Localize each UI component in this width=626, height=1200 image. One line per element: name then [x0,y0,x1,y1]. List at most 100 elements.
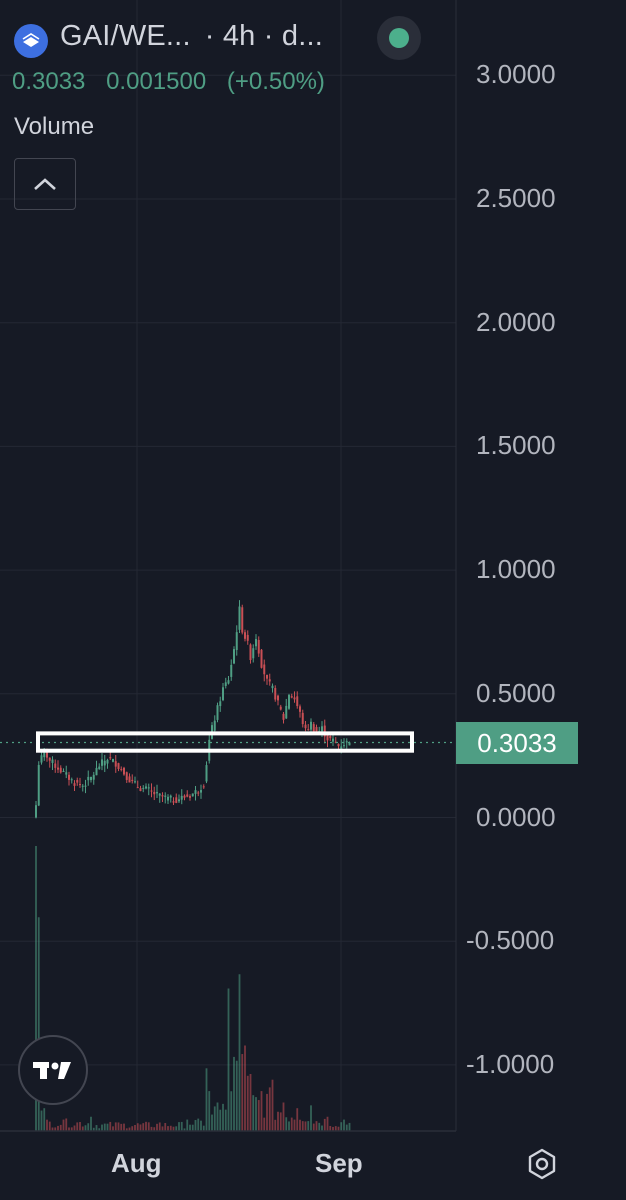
candle-body [227,680,230,684]
volume-bar [142,1123,145,1131]
collapse-legend-button[interactable] [14,158,76,210]
candle-body [106,759,109,764]
candle-body [213,720,216,731]
candle-body [343,745,345,747]
symbol-title[interactable]: GAI/WE... · 4h · d... [60,20,323,52]
volume-bar [57,1125,59,1131]
candle-body [290,696,293,698]
candle-body [117,763,120,770]
candle-body [334,741,337,743]
candle-body [246,634,249,641]
volume-bar [332,1126,334,1131]
candle-body [321,726,323,732]
volume-bar [257,1100,260,1131]
candle-body [178,799,180,802]
volume-bars [35,846,351,1131]
volume-bar [103,1123,106,1131]
candle-body [285,705,288,719]
candle-body [79,784,81,786]
volume-bar [35,846,37,1131]
candle-body [90,776,92,781]
volume-bar [134,1124,136,1131]
candle-body [48,757,51,761]
candle-body [43,748,46,758]
volume-bar [51,1127,54,1131]
candle-body [233,649,235,664]
candle-body [189,796,191,798]
volume-bar [200,1120,202,1131]
candle-body [95,767,98,776]
volume-bar [101,1124,103,1131]
volume-bar [70,1127,73,1131]
chart-settings-button[interactable] [522,1144,562,1184]
volume-bar [233,1056,235,1131]
tradingview-logo-icon[interactable] [18,1035,88,1105]
candle-body [131,779,134,781]
volume-bar [222,1103,224,1131]
candle-body [112,758,114,762]
candle-body [161,795,164,797]
candle-body [142,787,145,789]
volume-bar [334,1126,337,1131]
time-axis-label: Aug [111,1148,162,1178]
candle-body [279,706,282,710]
candle-body [255,639,257,647]
candle-body [310,721,312,730]
volume-bar [37,917,40,1131]
volume-bar [114,1122,117,1131]
volume-bar [76,1122,79,1131]
volume-bar [90,1116,92,1131]
candle-body [257,639,260,654]
volume-bar [323,1118,326,1131]
candle-body [84,785,87,787]
candle-body [40,755,43,763]
candle-body [46,749,48,758]
candle-body [150,790,153,792]
volume-bar [266,1093,268,1131]
price-axis-label: 0.0000 [476,801,556,832]
candle-body [87,776,90,781]
candle-body [180,795,183,800]
change-percent: (+0.50%) [226,68,325,95]
volume-bar [260,1091,263,1131]
last-price-tag: 0.3033 [456,722,578,764]
candle-body [169,795,172,798]
price-axis-label: 2.5000 [476,183,556,213]
candle-body [274,688,277,700]
support-zone-rectangle[interactable] [36,731,414,753]
volume-bar [128,1127,131,1131]
last-price-value: 0.3033 [12,68,86,95]
volume-bar [178,1122,180,1131]
volume-bar [279,1112,282,1131]
candle-body [37,764,40,806]
candle-body [139,788,142,792]
volume-bar [249,1074,252,1131]
price-axis-label: 0.5000 [476,677,556,708]
volume-bar [40,1110,43,1131]
volume-bar [139,1124,142,1131]
market-status-button[interactable] [377,16,421,60]
volume-bar [202,1125,205,1131]
volume-bar [285,1117,288,1131]
volume-bar [301,1121,304,1131]
candle-body [197,792,200,794]
volume-bar [109,1121,112,1131]
volume-bar [172,1126,175,1131]
candle-body [244,632,246,639]
volume-bar [263,1117,266,1131]
candle-body [68,774,70,780]
price-axis-label: 1.0000 [476,554,556,585]
volume-bar [271,1079,274,1131]
volume-bar [216,1102,219,1131]
price-candles [35,600,351,819]
candle-body [224,682,227,686]
volume-bar [252,1095,255,1131]
candle-body [348,742,351,746]
volume-bar [277,1111,279,1131]
change-value: 0.001500 [106,68,207,95]
volume-bar [238,974,241,1131]
volume-indicator-label[interactable]: Volume [14,113,95,140]
volume-bar [348,1122,351,1131]
volume-bar [230,1091,233,1131]
